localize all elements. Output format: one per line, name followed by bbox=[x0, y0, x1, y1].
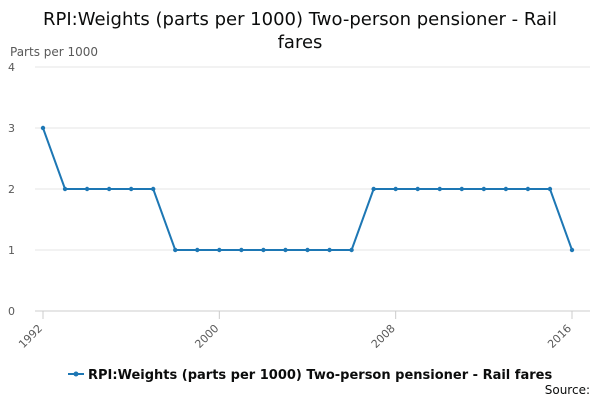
data-point[interactable] bbox=[327, 247, 332, 253]
data-point[interactable] bbox=[239, 247, 244, 253]
data-point[interactable] bbox=[459, 186, 464, 192]
data-point[interactable] bbox=[217, 247, 222, 253]
x-tick-label: 1992 bbox=[16, 322, 45, 351]
x-tick-label: 2000 bbox=[192, 322, 221, 351]
data-point[interactable] bbox=[128, 186, 134, 192]
source-label: Source: bbox=[545, 383, 590, 397]
series-group bbox=[40, 125, 575, 253]
data-point[interactable] bbox=[371, 186, 376, 192]
x-tick-label: 2008 bbox=[369, 322, 398, 351]
y-tick-label: 0 bbox=[8, 305, 15, 318]
data-point[interactable] bbox=[62, 186, 68, 192]
data-point[interactable] bbox=[393, 186, 398, 192]
data-point[interactable] bbox=[195, 247, 200, 253]
data-point[interactable] bbox=[547, 186, 553, 192]
x-tick-label: 2016 bbox=[545, 322, 574, 351]
x-ticks: 1992 2000 2008 2016 bbox=[16, 311, 574, 351]
data-point[interactable] bbox=[84, 186, 90, 192]
data-point[interactable] bbox=[437, 186, 442, 192]
data-point[interactable] bbox=[106, 186, 112, 192]
data-point[interactable] bbox=[415, 186, 420, 192]
chart-title-line-1: RPI:Weights (parts per 1000) Two-person … bbox=[43, 9, 557, 30]
data-point[interactable] bbox=[40, 125, 46, 131]
legend-label: RPI:Weights (parts per 1000) Two-person … bbox=[88, 368, 552, 383]
y-tick-labels: 0 1 2 3 4 bbox=[8, 61, 15, 318]
data-point[interactable] bbox=[151, 186, 156, 192]
data-point[interactable] bbox=[503, 186, 509, 192]
y-axis-label: Parts per 1000 bbox=[10, 45, 98, 59]
data-point[interactable] bbox=[305, 247, 310, 253]
y-tick-label: 2 bbox=[8, 183, 15, 196]
data-point[interactable] bbox=[173, 247, 178, 253]
data-point[interactable] bbox=[569, 247, 575, 253]
data-point[interactable] bbox=[481, 186, 487, 192]
y-tick-label: 1 bbox=[8, 244, 15, 257]
legend[interactable]: RPI:Weights (parts per 1000) Two-person … bbox=[68, 368, 552, 383]
y-tick-label: 3 bbox=[8, 122, 15, 135]
data-point[interactable] bbox=[283, 247, 288, 253]
data-point[interactable] bbox=[525, 186, 531, 192]
legend-marker-icon bbox=[73, 371, 79, 377]
y-tick-label: 4 bbox=[8, 61, 15, 74]
data-point[interactable] bbox=[261, 247, 266, 253]
chart-title-line-2: fares bbox=[278, 32, 323, 53]
data-point[interactable] bbox=[349, 247, 354, 253]
